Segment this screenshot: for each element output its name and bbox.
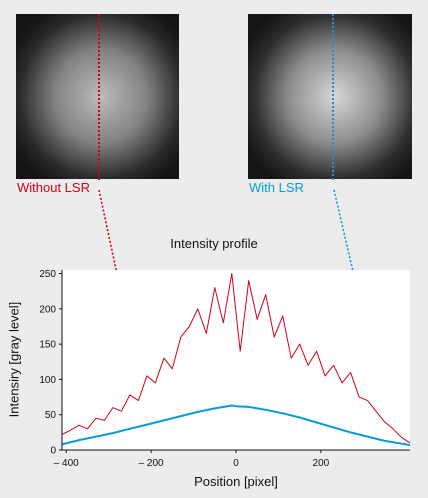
image-with-lsr [248, 14, 412, 179]
x-tick-label: 0 [233, 458, 239, 469]
chart-title: Intensity profile [170, 236, 258, 251]
series-line-2 [61, 404, 411, 447]
x-tick-label: 200 [313, 458, 330, 469]
series-line-1 [61, 273, 411, 444]
series-layer [61, 273, 411, 447]
plot-area [62, 270, 410, 450]
label-with-lsr: With LSR [249, 180, 304, 195]
y-tick-label: 100 [39, 375, 56, 386]
x-tick-label: – 200 [139, 458, 164, 469]
y-axis-label: Intensiry [gray level] [6, 301, 22, 418]
x-axis-label: Position [pixel] [194, 474, 278, 489]
image-without-lsr [16, 14, 179, 179]
y-tick-label: 150 [39, 340, 56, 351]
label-without-lsr: Without LSR [17, 180, 90, 195]
y-tick-label: 0 [50, 446, 56, 457]
axes-layer: – 400 – 200 0 200 0 50 100 150 200 250 [39, 269, 410, 469]
x-tick-label: – 400 [54, 458, 79, 469]
y-tick-label: 250 [39, 269, 56, 280]
y-tick-label: 50 [45, 410, 57, 421]
y-tick-label: 200 [39, 304, 56, 315]
